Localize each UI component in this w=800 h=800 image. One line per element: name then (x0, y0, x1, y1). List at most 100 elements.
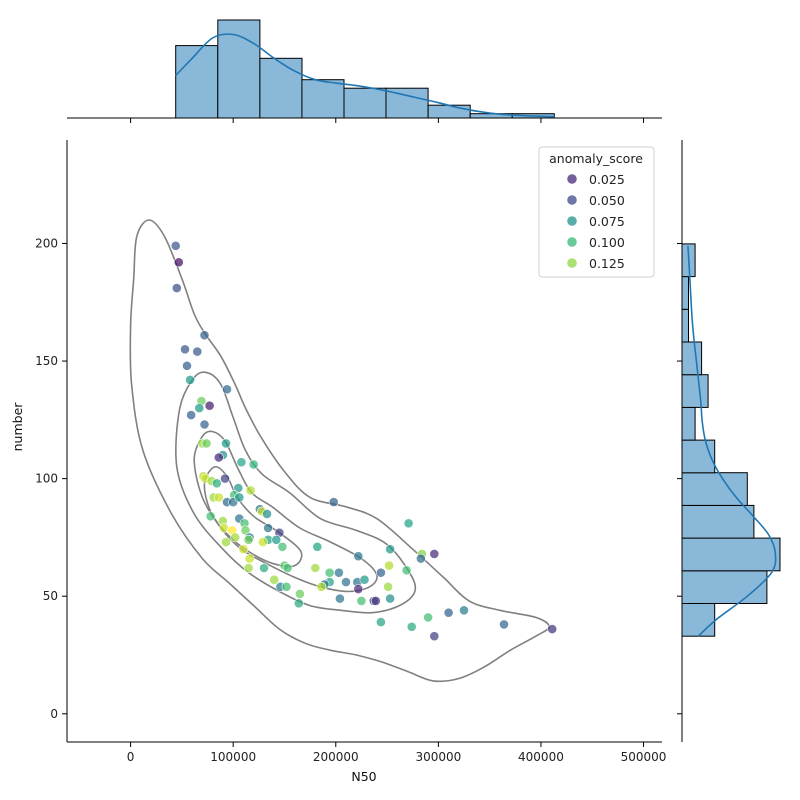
scatter-point (370, 596, 381, 606)
scatter-point (221, 537, 231, 547)
x-hist-bar (301, 79, 345, 119)
scatter-point (375, 567, 386, 578)
legend-marker (567, 195, 577, 205)
scatter-point (221, 438, 231, 449)
scatter-point (459, 605, 469, 616)
y-hist-bar (681, 570, 768, 604)
scatter-point (263, 523, 273, 533)
scatter-point (185, 374, 195, 385)
y-hist-bar (681, 308, 689, 343)
y-marginal-histogram (677, 140, 781, 742)
x-hist-bar (175, 45, 219, 119)
scatter-point (384, 560, 394, 571)
x-kde-line (175, 33, 555, 118)
scatter-point (294, 589, 305, 599)
scatter-point (213, 452, 224, 463)
scatter-point (341, 577, 351, 587)
scatter-point (194, 403, 205, 413)
scatter-point (312, 541, 323, 552)
y-tick-label: 100 (35, 472, 58, 486)
kde-contours (129, 219, 551, 683)
scatter-point (245, 485, 256, 496)
scatter-point (248, 459, 259, 470)
scatter-point (429, 631, 440, 642)
scatter-point (310, 563, 321, 573)
legend-marker (567, 258, 577, 268)
x-tick-label: 300000 (415, 750, 461, 764)
legend-label: 0.075 (589, 214, 625, 229)
scatter-plot-area: 0 100000 200000 300000 400000 500000 0 50 100 150… (35, 140, 666, 764)
y-axis-label: number (10, 402, 25, 452)
x-tick-label: 200000 (313, 750, 359, 764)
scatter-point (547, 624, 558, 634)
scatter-point (429, 549, 440, 559)
scatter-point (282, 563, 293, 573)
scatter-point (324, 567, 335, 578)
y-tick-label: 200 (35, 236, 58, 250)
scatter-point (359, 574, 370, 585)
scatter-point (199, 419, 210, 430)
scatter-point (356, 596, 367, 606)
scatter-point (423, 612, 433, 623)
scatter-point (222, 384, 232, 395)
scatter-point (269, 574, 280, 585)
scatter-point (199, 330, 210, 341)
scatter-point (401, 565, 412, 576)
axes: 0 100000 200000 300000 400000 500000 0 50 100 150… (35, 140, 666, 764)
scatter-point (204, 400, 215, 411)
scatter-point (333, 567, 344, 578)
scatter-point (186, 410, 196, 420)
y-hist-bar (681, 603, 716, 637)
scatter-point (403, 518, 414, 529)
legend-entries: 0.025 0.050 0.075 0.100 0.125 (567, 172, 625, 271)
legend: anomaly_score 0.025 0.050 0.075 0.100 0.125 (538, 146, 655, 278)
scatter-point (375, 617, 386, 627)
y-hist-bar (681, 341, 703, 376)
scatter-point (243, 563, 254, 573)
scatter-point (406, 621, 417, 632)
kde-contour-1 (129, 219, 551, 683)
scatter-point (353, 551, 364, 562)
scatter-point (192, 346, 203, 357)
y-kde-line (687, 245, 777, 637)
x-axis-label: N50 (351, 769, 376, 784)
y-tick-label: 0 (50, 707, 58, 721)
y-tick-label: 150 (35, 354, 58, 368)
scatter-point (281, 581, 292, 592)
y-hist-bar (681, 537, 781, 572)
scatter-point (334, 593, 345, 604)
scatter-point (257, 537, 268, 547)
scatter-point (262, 509, 272, 519)
scatter-point (201, 438, 212, 449)
y-hist-bar (681, 504, 755, 539)
scatter-point (173, 257, 184, 268)
x-tick-label: 400000 (518, 750, 564, 764)
scatter-point (353, 584, 364, 594)
scatter-point (238, 544, 249, 555)
y-tick-label: 50 (43, 589, 58, 603)
scatter-point (415, 553, 426, 564)
scatter-point (213, 492, 224, 503)
scatter-point (211, 478, 222, 489)
legend-label: 0.025 (589, 172, 625, 187)
legend-title: anomaly_score (549, 151, 643, 166)
legend-label: 0.125 (589, 256, 625, 271)
x-hist-bar (427, 104, 471, 119)
y-hist-bar (681, 374, 709, 408)
scatter-point (180, 344, 190, 355)
x-tick-label: 500000 (621, 750, 667, 764)
scatter-point (385, 593, 395, 604)
x-tick-label: 0 (127, 750, 135, 764)
scatter-point (259, 563, 269, 573)
scatter-point (243, 534, 254, 545)
scatter-point (219, 523, 229, 533)
y-hist-bar (681, 472, 748, 506)
scatter-points (170, 240, 558, 642)
scatter-point (220, 473, 230, 484)
y-hist-bar (681, 406, 696, 441)
scatter-point (271, 534, 282, 545)
legend-label: 0.100 (589, 235, 625, 250)
scatter-point (293, 598, 304, 609)
scatter-point (236, 457, 247, 468)
scatter-point (499, 619, 509, 630)
